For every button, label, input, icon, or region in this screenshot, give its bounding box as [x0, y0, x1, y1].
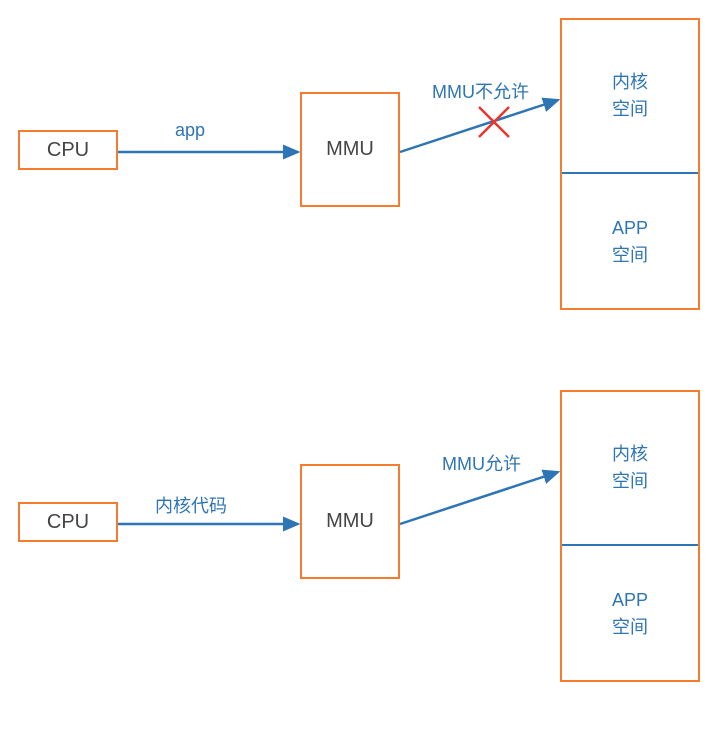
- arrow2-label-2: MMU允许: [442, 450, 521, 476]
- app-label-1: APP 空间: [612, 215, 648, 269]
- mmu-box-2: MMU: [300, 464, 400, 579]
- arrow-mmu-mem-1: [400, 100, 558, 152]
- arrow-mmu-mem-2: [400, 472, 558, 524]
- memory-app-region-1: APP 空间: [562, 172, 698, 312]
- cpu-box-2: CPU: [18, 502, 118, 542]
- memory-kernel-region-2: 内核 空间: [562, 392, 698, 544]
- arrow1-label-2: 内核代码: [155, 492, 227, 518]
- cpu-box-1: CPU: [18, 130, 118, 170]
- memory-app-region-2: APP 空间: [562, 544, 698, 684]
- mmu-box-1: MMU: [300, 92, 400, 207]
- memory-box-2: 内核 空间 APP 空间: [560, 390, 700, 682]
- diagram-canvas: CPU MMU 内核 空间 APP 空间 CPU MMU 内核 空间 APP 空…: [0, 0, 715, 752]
- kernel-label-2: 内核 空间: [612, 441, 648, 495]
- arrow2-label-1: MMU不允许: [432, 78, 529, 104]
- cpu-label-2: CPU: [47, 511, 89, 534]
- app-label-2: APP 空间: [612, 587, 648, 641]
- kernel-label-1: 内核 空间: [612, 69, 648, 123]
- cpu-label-1: CPU: [47, 139, 89, 162]
- memory-kernel-region-1: 内核 空间: [562, 20, 698, 172]
- mmu-label-1: MMU: [326, 138, 374, 161]
- mmu-label-2: MMU: [326, 510, 374, 533]
- memory-box-1: 内核 空间 APP 空间: [560, 18, 700, 310]
- arrow1-label-1: app: [175, 120, 205, 141]
- x-mark-icon: [479, 107, 509, 137]
